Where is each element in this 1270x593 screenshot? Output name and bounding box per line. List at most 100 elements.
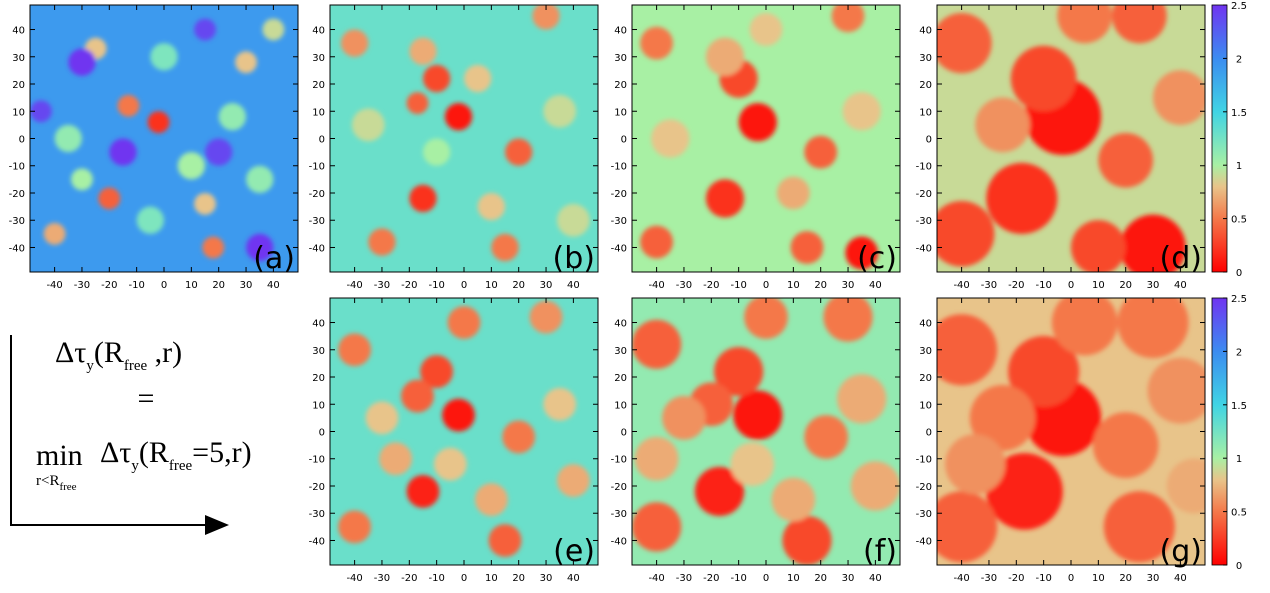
heatmap-cell (831, 5, 865, 33)
x-tick-label: -20 (401, 280, 417, 291)
heatmap-cell (433, 447, 467, 481)
colorbar-tick-label: 2.5 (1231, 294, 1247, 305)
heatmap-cell (68, 48, 96, 76)
panel: -40 -30 -20 -10 0 10 20 30 40 -40 -30 -20 -10 0 10 20 30… (309, 4, 599, 291)
y-tick-label: 40 (312, 26, 325, 37)
colorbar (1211, 4, 1228, 273)
x-tick-label: -40 (953, 280, 969, 291)
heatmap-cell (705, 37, 745, 76)
heatmap-cell (738, 103, 777, 142)
heatmap-cell (136, 206, 165, 234)
heatmap-cell (662, 396, 706, 440)
equation: Δτy(Rfree ,r) = min r<Rfree Δτy(Rfree=5,… (36, 336, 252, 493)
x-tick-label: 10 (787, 280, 800, 291)
x-tick-label: -20 (1008, 573, 1024, 584)
y-tick-label: 0 (926, 135, 932, 146)
x-tick-label: 10 (787, 573, 800, 584)
y-tick-label: 10 (919, 400, 932, 411)
x-tick-label: 30 (1147, 573, 1160, 584)
heatmap-cell (409, 37, 437, 65)
heatmap-cell (532, 5, 560, 30)
heatmap-cell (730, 442, 775, 487)
y-tick-label: 40 (919, 26, 932, 37)
heatmap-cell (422, 138, 451, 166)
y-tick-label: 10 (312, 107, 325, 118)
heatmap (632, 298, 900, 565)
y-tick-label: -10 (916, 455, 932, 466)
y-tick-label: 0 (926, 428, 932, 439)
x-tick-label: -30 (981, 280, 997, 291)
heatmap-cell (422, 64, 451, 93)
heatmap-cell (420, 355, 454, 388)
arg: ,r) (147, 336, 182, 369)
heatmap-cell (771, 477, 816, 522)
heatmap (330, 5, 598, 272)
panel-label: (a) (253, 241, 295, 276)
y-tick-label: 10 (12, 107, 25, 118)
heatmap-cell (365, 401, 399, 435)
subscript: y (86, 358, 94, 374)
y-tick-label: -30 (611, 509, 627, 520)
x-tick-label: 20 (1119, 280, 1132, 291)
heatmap-cell (1117, 298, 1189, 359)
heatmap-cell (338, 510, 372, 544)
panel-label: (f) (863, 534, 897, 569)
x-tick-label: -30 (74, 280, 90, 291)
x-tick-label: 40 (1174, 280, 1187, 291)
colorbar-tick-label: 1 (1236, 161, 1242, 172)
x-tick-label: 20 (814, 280, 827, 291)
heatmap (30, 5, 298, 272)
y-tick-label: -20 (611, 189, 627, 200)
heatmap-cell (505, 138, 533, 166)
y-tick-label: 20 (12, 80, 25, 91)
heatmap-cell (986, 453, 1063, 530)
x-tick-label: -30 (981, 573, 997, 584)
y-tick-label: 30 (919, 53, 932, 64)
heatmap-cells (640, 5, 881, 270)
x-tick-label: 10 (485, 280, 498, 291)
heatmap-cell (804, 415, 849, 459)
heatmap-cell (705, 179, 745, 218)
heatmap-cell (177, 152, 206, 180)
heatmap-cell (1166, 458, 1205, 514)
x-tick-label: 0 (461, 573, 467, 584)
panel: -40 -30 -20 -10 0 10 20 30 40 -40 -30 -20 -10 0 10 20 30… (309, 297, 599, 584)
x-tick-label: -10 (730, 573, 746, 584)
y-tick-label: 20 (312, 373, 325, 384)
y-tick-label: 10 (919, 107, 932, 118)
heatmap-cell (640, 26, 674, 60)
heatmap-cell (1092, 412, 1159, 478)
heatmap-cell (651, 119, 690, 158)
x-tick-label: 20 (1119, 573, 1132, 584)
subscript: free (59, 481, 76, 493)
heatmap-cell (733, 390, 783, 440)
heatmap-cell (194, 18, 216, 41)
x-tick-label: -10 (428, 280, 444, 291)
panel-label: (d) (1160, 241, 1202, 276)
x-tick-label: 30 (842, 280, 855, 291)
heatmap-cell (634, 436, 679, 481)
panel: -40 -30 -20 -10 0 10 20 30 40 -40 -30 -20 -10 0 10 20 30… (611, 4, 901, 291)
heatmap-cells (30, 18, 285, 262)
heatmap (330, 298, 598, 565)
heatmap-cell (409, 184, 437, 213)
heatmap-cell (30, 100, 52, 123)
x-tick-label: -30 (374, 573, 390, 584)
x-tick-label: 40 (567, 280, 580, 291)
min: min (36, 439, 83, 472)
heatmap-cell (694, 466, 745, 517)
arg: (R (94, 336, 124, 369)
x-tick-label: 40 (567, 573, 580, 584)
y-tick-label: -10 (916, 162, 932, 173)
x-tick-label: 20 (512, 573, 525, 584)
colorbar-tick-label: 0 (1236, 561, 1242, 572)
y-tick-label: -30 (916, 216, 932, 227)
y-tick-label: 0 (621, 428, 627, 439)
x-tick-label: 10 (485, 573, 498, 584)
heatmap-cell (447, 306, 481, 339)
heatmap-cell (338, 333, 372, 367)
heatmap-cells (632, 298, 900, 565)
y-tick-label: -10 (9, 162, 25, 173)
heatmap-cell (194, 192, 216, 215)
heatmap-cell (776, 176, 810, 210)
